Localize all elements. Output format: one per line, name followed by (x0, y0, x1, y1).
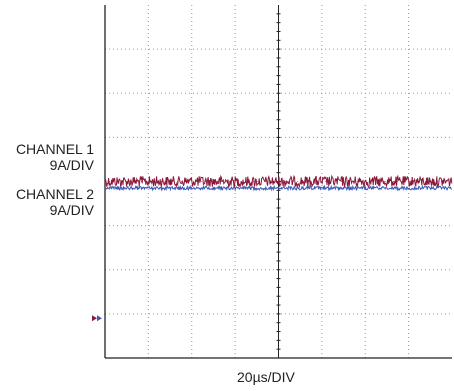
trace-channel-2 (104, 184, 452, 192)
channel-2-ground-marker (97, 315, 102, 322)
channel-2-scale: 9A/DIV (49, 202, 94, 218)
channel-1-scale: 9A/DIV (49, 157, 94, 173)
x-axis-scale-label: 20µs/DIV (237, 369, 295, 385)
channel-2-label: CHANNEL 2 (15, 186, 94, 202)
trace-channel-1 (104, 174, 453, 189)
channel-1-ground-marker (92, 315, 97, 322)
channel-1-label: CHANNEL 1 (15, 141, 94, 157)
markers (92, 315, 102, 322)
traces (104, 174, 453, 192)
